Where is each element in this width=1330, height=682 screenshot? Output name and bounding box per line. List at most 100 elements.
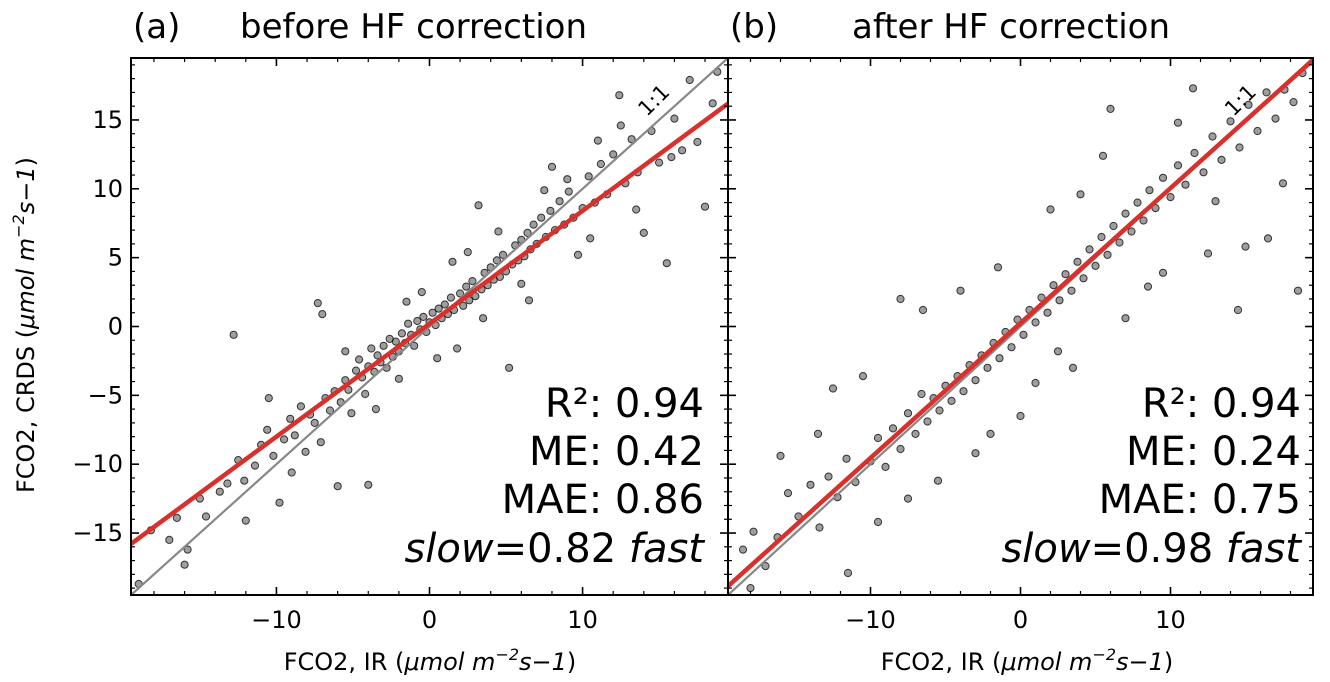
data-point xyxy=(373,351,382,360)
xlabel-unit-a: μmol m xyxy=(1000,648,1092,676)
data-point xyxy=(627,135,636,144)
data-point xyxy=(1127,227,1136,236)
data-point xyxy=(1226,117,1235,126)
data-point xyxy=(463,248,472,257)
data-point xyxy=(971,376,980,385)
xlabel-unit-sup: −2 xyxy=(1092,645,1116,664)
data-point xyxy=(1016,411,1025,421)
panel-b-ratio-slow: slow xyxy=(1001,526,1090,572)
data-point xyxy=(918,305,928,315)
data-point xyxy=(347,409,356,418)
data-point xyxy=(615,91,624,100)
data-point xyxy=(911,429,920,438)
y-tick-label: 15 xyxy=(92,106,123,134)
panel-b-letter: (b) xyxy=(730,7,778,47)
panel-b-stats: R²: 0.94 ME: 0.24 MAE: 0.75 slow=0.98 fa… xyxy=(1001,381,1302,572)
data-point xyxy=(379,341,388,350)
xlabel-prefix: FCO2, IR ( xyxy=(284,648,405,676)
x-tick-label: −10 xyxy=(251,606,302,634)
panel-b-frame xyxy=(727,57,1314,596)
panel-a-letter: (a) xyxy=(133,7,180,47)
data-point xyxy=(593,136,603,145)
panel-b-ratio-value: =0.98 xyxy=(1091,526,1226,572)
data-point xyxy=(678,146,687,155)
ylabel-unit-sup: −2 xyxy=(9,214,28,238)
panel-a-mae: MAE: 0.86 xyxy=(502,477,704,523)
data-point xyxy=(1109,221,1118,231)
data-point xyxy=(693,137,702,147)
data-point xyxy=(264,394,273,403)
data-point xyxy=(419,312,428,321)
data-point xyxy=(333,482,342,491)
data-point xyxy=(474,201,483,210)
panel-b-ticks: −10 0 10 xyxy=(728,58,1313,634)
panel-a-xlabel: FCO2, IR (μmol m−2s−1) xyxy=(284,645,577,676)
data-point xyxy=(1073,257,1082,266)
panel-b-title: after HF correction xyxy=(852,7,1170,47)
data-point xyxy=(1121,314,1130,323)
data-point xyxy=(310,418,319,427)
data-point xyxy=(537,213,546,222)
data-point xyxy=(1271,114,1280,123)
panel-a-stats: R²: 0.94 ME: 0.42 MAE: 0.86 slow=0.82 fa… xyxy=(404,381,705,572)
data-point xyxy=(367,344,376,353)
data-point xyxy=(1139,216,1148,225)
data-point xyxy=(456,289,465,298)
data-point xyxy=(959,387,968,396)
data-point xyxy=(843,568,853,578)
y-tick-label: −10 xyxy=(72,450,123,478)
data-point xyxy=(313,299,322,308)
data-point xyxy=(446,293,455,302)
data-point xyxy=(1217,155,1226,164)
x-tick-label: 10 xyxy=(567,606,598,634)
data-point xyxy=(896,444,905,454)
data-point xyxy=(917,389,926,399)
panel-b: (b) after HF correction −10 0 10 1:1 R²: 0… xyxy=(727,7,1314,676)
data-point xyxy=(404,319,413,328)
data-point xyxy=(547,162,557,171)
data-point xyxy=(371,405,380,414)
ylabel-prefix: FCO2, CRDS ( xyxy=(12,329,40,493)
data-point xyxy=(1235,143,1244,152)
data-point xyxy=(410,341,419,350)
data-point xyxy=(1173,118,1183,127)
data-point xyxy=(903,494,913,503)
data-point xyxy=(318,310,327,319)
data-point xyxy=(183,545,192,554)
data-point xyxy=(241,516,250,525)
data-point xyxy=(523,228,532,237)
data-point xyxy=(1098,151,1108,160)
data-point xyxy=(670,114,679,123)
data-point xyxy=(573,250,583,259)
data-point xyxy=(1019,330,1028,339)
data-point xyxy=(815,523,824,532)
data-point xyxy=(563,175,572,184)
data-point xyxy=(1061,270,1070,279)
y-tick-label: −15 xyxy=(72,519,123,547)
xlabel-suffix: ) xyxy=(567,648,576,676)
x-tick-label: 0 xyxy=(1013,606,1028,634)
data-point xyxy=(172,513,181,523)
data-point xyxy=(494,227,503,236)
data-point xyxy=(596,159,606,169)
data-point xyxy=(983,363,992,372)
data-point xyxy=(1103,250,1112,259)
panel-a-me: ME: 0.42 xyxy=(529,429,704,475)
data-point xyxy=(708,99,717,108)
data-point xyxy=(529,220,538,229)
data-point xyxy=(564,187,573,196)
data-point xyxy=(453,344,462,353)
panel-a-slope-ratio: slow=0.82 fast xyxy=(404,526,705,572)
data-point xyxy=(269,451,278,460)
data-point xyxy=(609,150,618,159)
data-point xyxy=(1158,268,1168,277)
data-point xyxy=(301,447,310,456)
data-point xyxy=(546,206,555,215)
data-point xyxy=(1253,126,1262,136)
ylabel-unit-b: s−1 xyxy=(12,166,40,214)
x-tick-label: −10 xyxy=(845,606,896,634)
panel-b-plot-area xyxy=(728,58,1313,595)
data-point xyxy=(263,425,272,434)
data-point xyxy=(341,347,350,356)
data-point xyxy=(1190,148,1199,158)
